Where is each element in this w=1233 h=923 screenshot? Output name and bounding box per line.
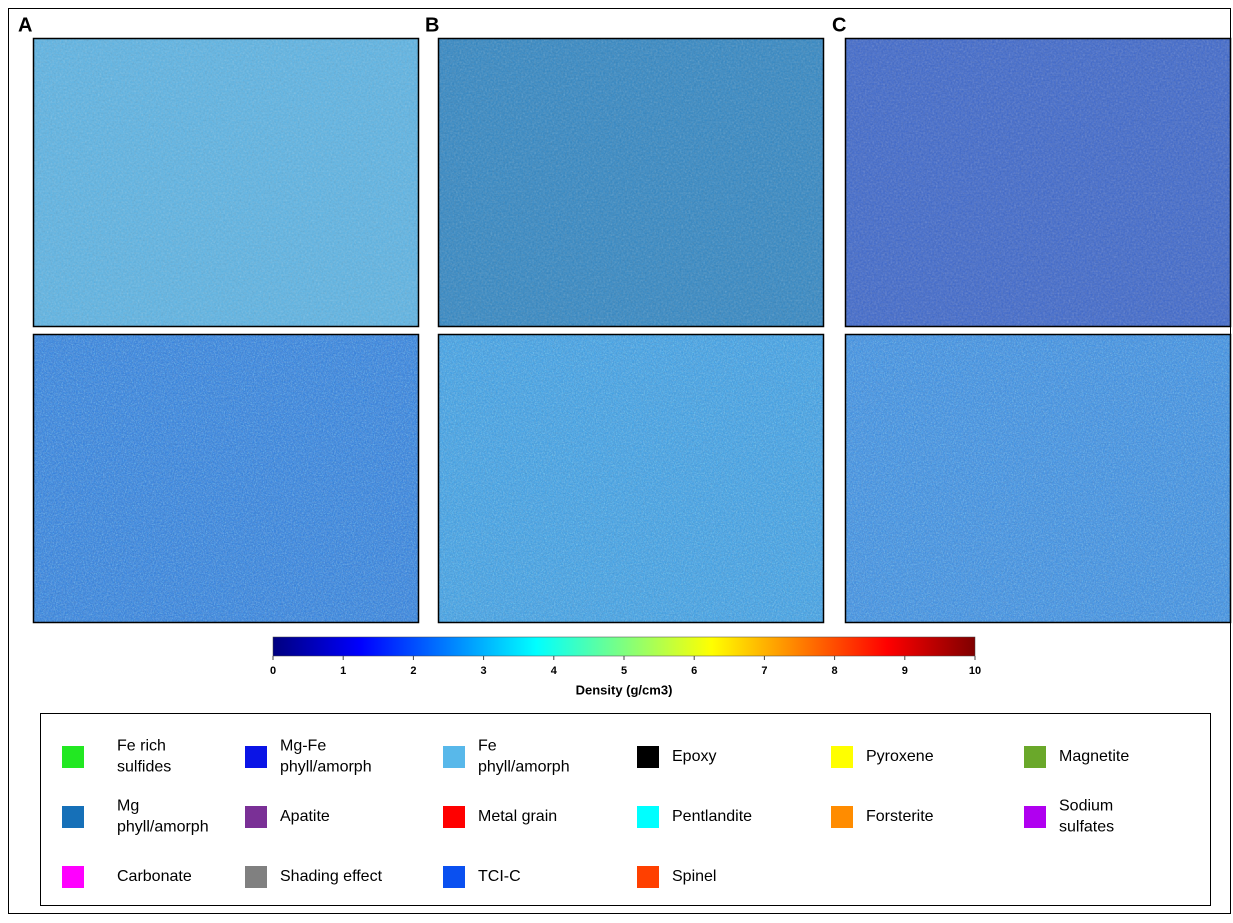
legend-label: Epoxy xyxy=(672,748,716,765)
legend-swatch xyxy=(1024,806,1046,828)
legend-swatch xyxy=(443,746,465,768)
legend-label: sulfides xyxy=(117,759,171,776)
legend-label: Pentlandite xyxy=(672,808,752,825)
legend-label: sulfates xyxy=(1059,819,1114,836)
legend-swatch xyxy=(245,746,267,768)
legend-label: Shading effect xyxy=(280,868,383,885)
legend-label: Fe rich xyxy=(117,738,166,755)
map-texture xyxy=(438,334,824,623)
colorbar-tick-label: 8 xyxy=(832,665,838,677)
map-frame xyxy=(844,333,1232,624)
legend-swatch xyxy=(245,866,267,888)
legend-label: Sodium xyxy=(1059,798,1113,815)
legend-swatch xyxy=(831,806,853,828)
colorbar-tick-label: 10 xyxy=(969,665,981,677)
legend-label: Metal grain xyxy=(478,808,557,825)
map-frame xyxy=(437,37,825,328)
map-texture xyxy=(845,334,1231,623)
map-frame xyxy=(437,333,825,624)
legend-label: Carbonate xyxy=(117,868,192,885)
map-frame xyxy=(32,37,420,328)
panel-label: C xyxy=(832,14,846,36)
colorbar xyxy=(272,636,976,657)
panel-label: B xyxy=(425,14,439,36)
legend-label: Spinel xyxy=(672,868,716,885)
legend-label: Fe xyxy=(478,738,497,755)
legend-swatch xyxy=(62,746,84,768)
legend-label: Magnetite xyxy=(1059,748,1129,765)
colorbar-tick-label: 2 xyxy=(410,665,416,677)
colorbar-tick-label: 0 xyxy=(270,665,276,677)
colorbar-tick-label: 5 xyxy=(621,665,627,677)
map-texture xyxy=(845,38,1231,327)
legend-swatch xyxy=(443,806,465,828)
map-texture xyxy=(438,38,824,327)
colorbar-tick-label: 6 xyxy=(691,665,697,677)
legend-swatch xyxy=(637,806,659,828)
colorbar-tick-label: 1 xyxy=(340,665,346,677)
legend-swatch xyxy=(831,746,853,768)
legend-swatch xyxy=(62,806,84,828)
legend-label: Apatite xyxy=(280,808,330,825)
map-texture xyxy=(33,38,419,327)
legend-label: Pyroxene xyxy=(866,748,934,765)
colorbar-tick-label: 7 xyxy=(761,665,767,677)
legend-swatch xyxy=(637,746,659,768)
legend-box xyxy=(40,713,1211,906)
legend-swatch xyxy=(443,866,465,888)
legend-swatch xyxy=(245,806,267,828)
legend-label: Mg xyxy=(117,798,139,815)
colorbar-label: Density (g/cm3) xyxy=(576,682,673,697)
map-texture xyxy=(33,334,419,623)
colorbar-tick-label: 9 xyxy=(902,665,908,677)
legend-swatch xyxy=(1024,746,1046,768)
legend-label: phyll/amorph xyxy=(478,759,570,776)
map-frame xyxy=(844,37,1232,328)
legend-label: TCI-C xyxy=(478,868,521,885)
legend-swatch xyxy=(62,866,84,888)
colorbar-tick-label: 4 xyxy=(551,665,558,677)
legend-swatch xyxy=(637,866,659,888)
legend-label: Mg-Fe xyxy=(280,738,326,755)
legend-label: Forsterite xyxy=(866,808,934,825)
colorbar-tick-label: 3 xyxy=(481,665,487,677)
legend-label: phyll/amorph xyxy=(280,759,372,776)
map-frame xyxy=(32,333,420,624)
panels xyxy=(32,37,1232,624)
panel-label: A xyxy=(18,14,32,36)
legend-label: phyll/amorph xyxy=(117,819,209,836)
